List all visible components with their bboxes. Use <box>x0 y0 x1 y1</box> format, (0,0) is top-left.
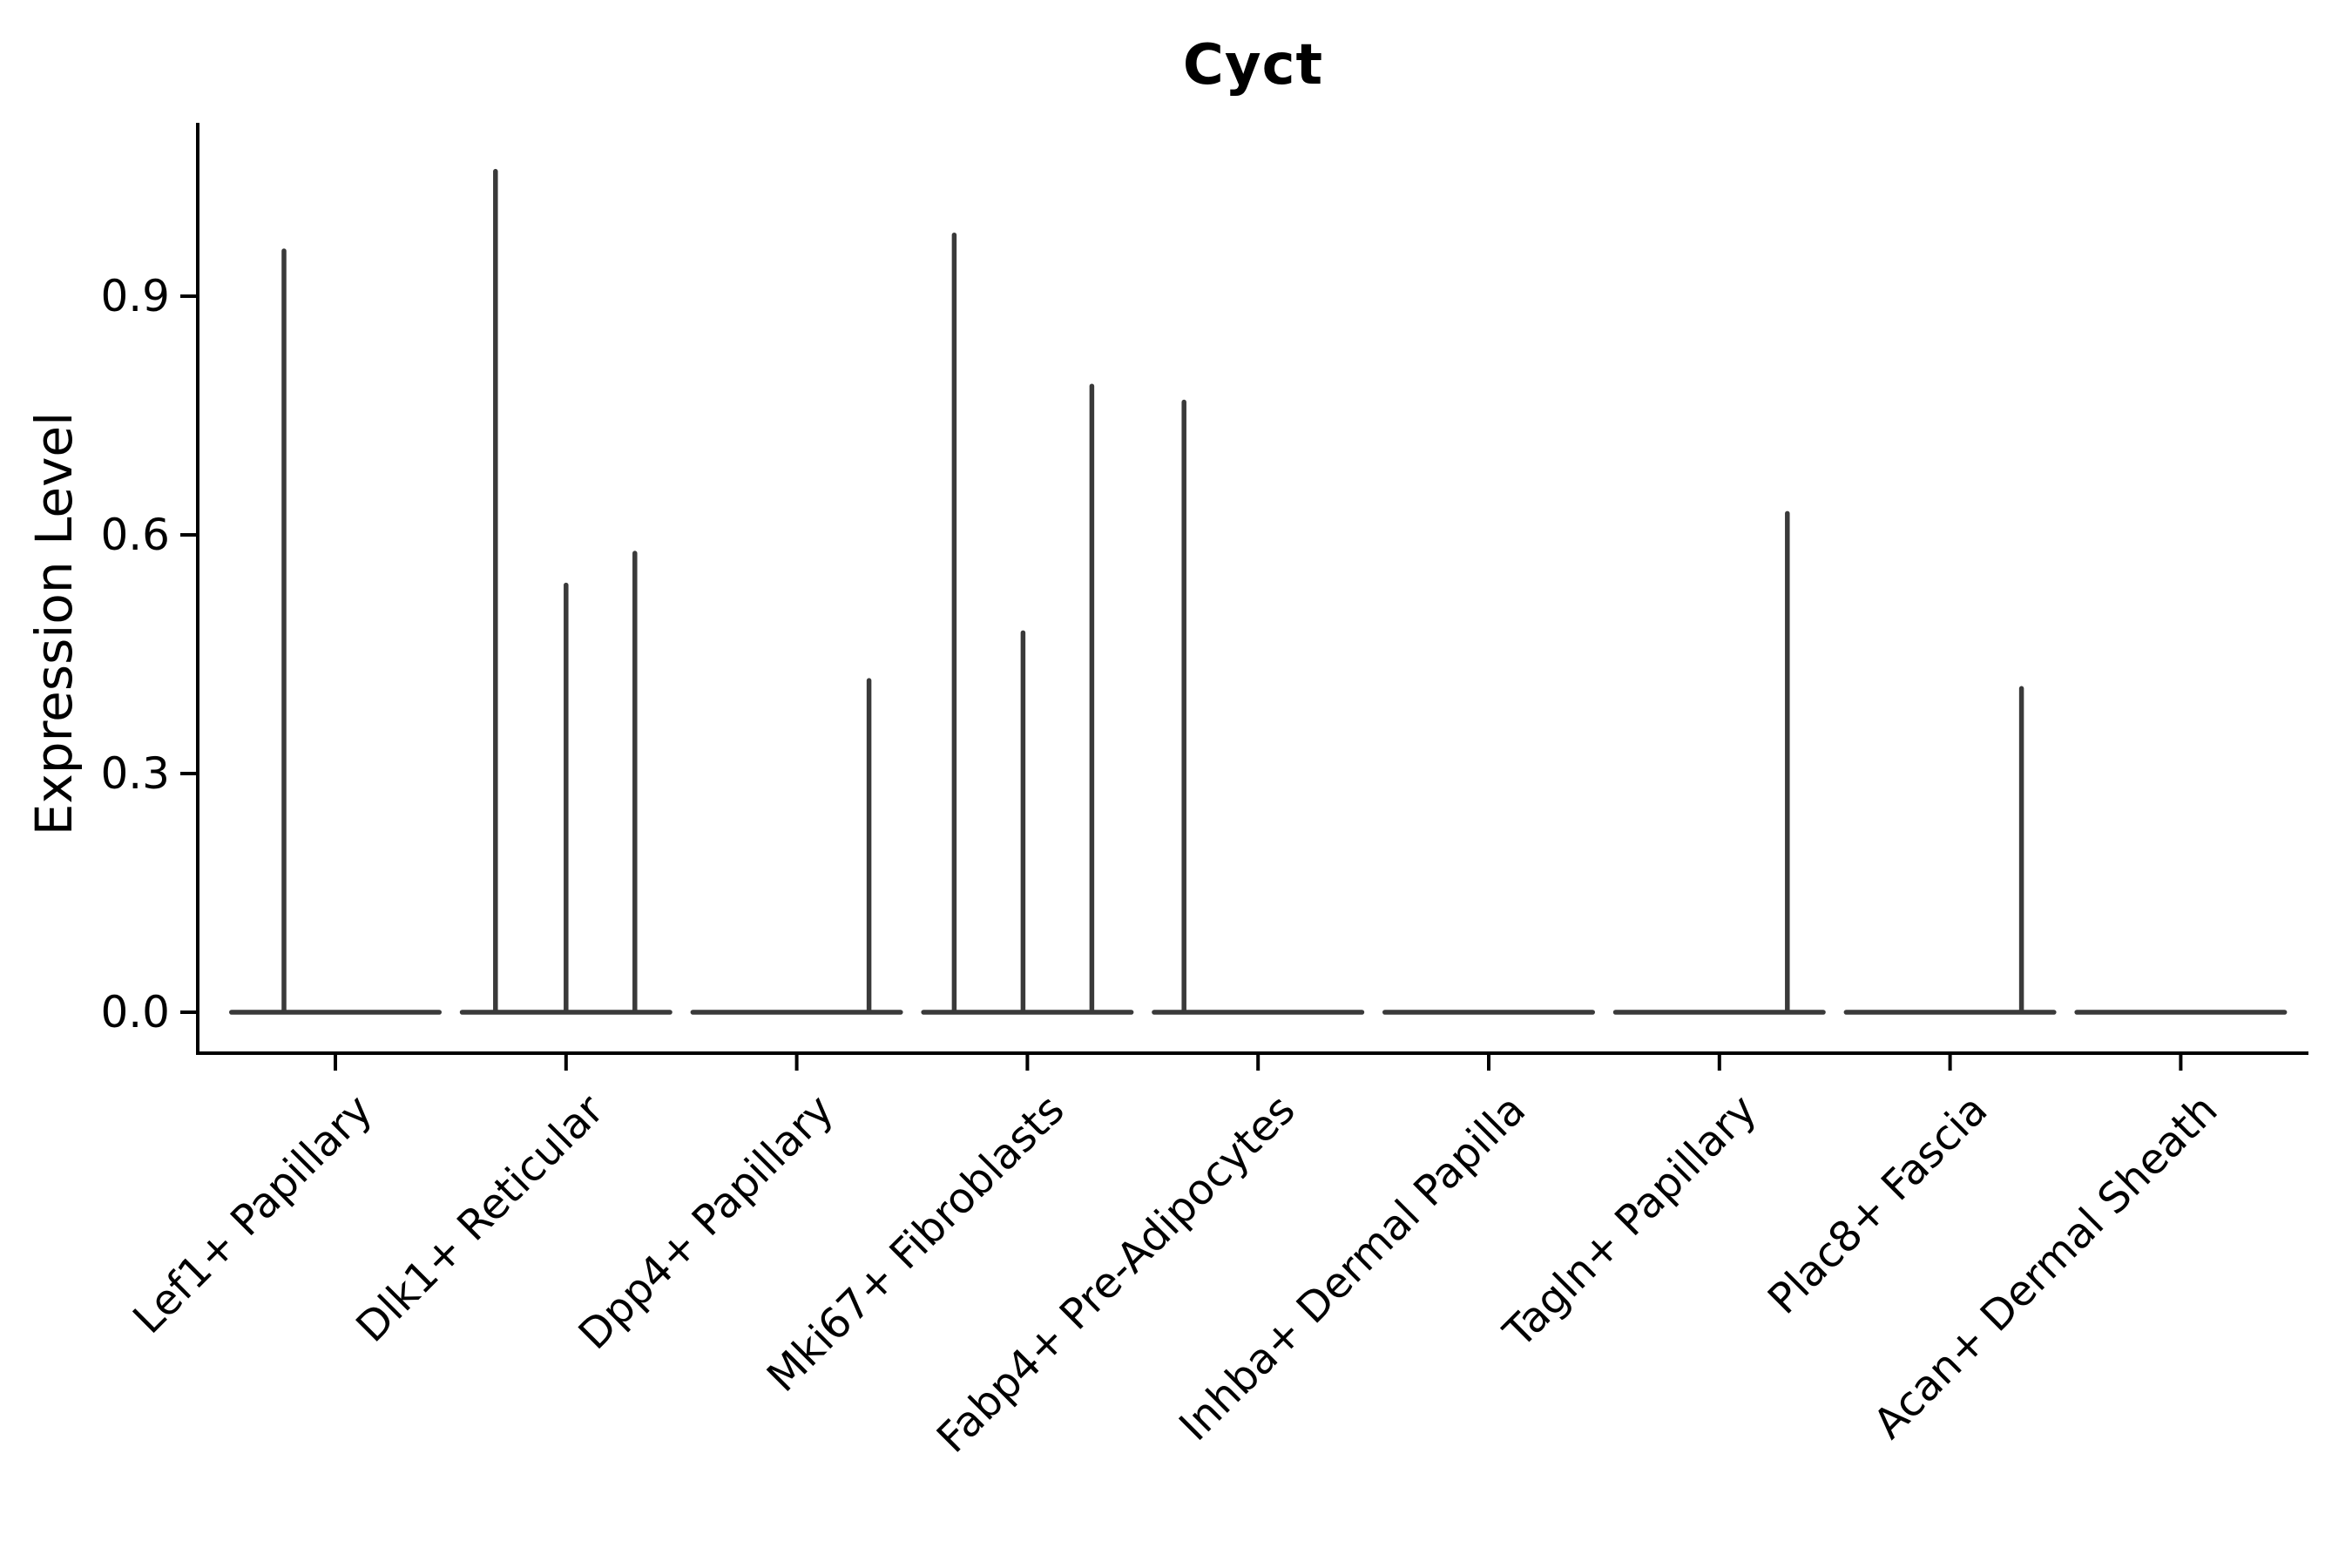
violin-zero-base <box>1382 1010 1595 1015</box>
x-tick-mark <box>1948 1055 1952 1071</box>
violin-spike <box>281 248 287 1014</box>
violin-spike <box>1089 383 1095 1014</box>
violin-zero-base <box>1152 1010 1365 1015</box>
violin-spike <box>1181 399 1186 1014</box>
y-tick-mark <box>180 294 196 299</box>
x-tick-mark <box>1256 1055 1260 1071</box>
violin-zero-base <box>690 1010 903 1015</box>
violin-zero-base <box>459 1010 672 1015</box>
violin-spike <box>2018 686 2024 1014</box>
y-tick-label: 0.6 <box>100 510 170 561</box>
x-tick-mark <box>1487 1055 1490 1071</box>
y-tick-mark <box>180 533 196 537</box>
y-tick-label: 0.9 <box>100 271 170 322</box>
violin-zero-base <box>921 1010 1134 1015</box>
x-tick-mark <box>794 1055 799 1071</box>
violin-zero-base <box>1843 1010 2057 1015</box>
chart-title: Cyct <box>1182 33 1324 98</box>
violin-spike <box>493 168 498 1015</box>
y-tick-mark <box>180 772 196 776</box>
x-tick-mark <box>564 1055 568 1071</box>
x-tick-mark <box>2179 1055 2183 1071</box>
violin-spike <box>951 232 957 1014</box>
violin-zero-base <box>229 1010 442 1015</box>
x-axis-spine <box>196 1051 2308 1055</box>
y-tick-mark <box>180 1010 196 1014</box>
y-tick-label: 0.0 <box>100 987 170 1037</box>
violin-zero-base <box>2074 1010 2288 1015</box>
violin-spike <box>632 551 638 1014</box>
violin-spike <box>564 582 569 1014</box>
y-tick-label: 0.3 <box>100 748 170 799</box>
x-tick-mark <box>334 1055 337 1071</box>
x-tick-mark <box>1025 1055 1030 1071</box>
violin-spike <box>866 678 872 1014</box>
y-axis-spine <box>196 123 199 1055</box>
x-tick-mark <box>1717 1055 1721 1071</box>
violin-spike <box>1020 630 1026 1014</box>
violin-zero-base <box>1612 1010 1826 1015</box>
violin-spike <box>1785 510 1790 1014</box>
